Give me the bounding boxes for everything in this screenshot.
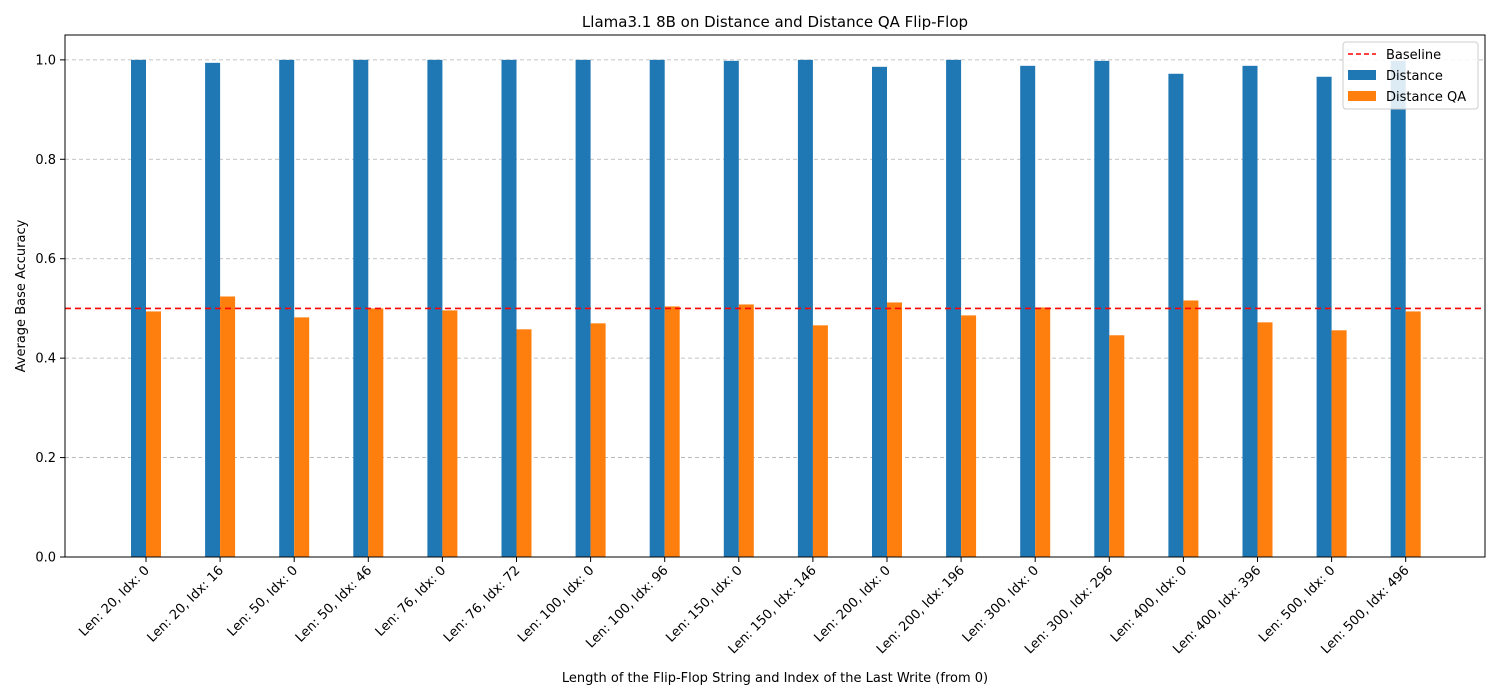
x-tick-label: Len: 300, Idx: 0 xyxy=(960,563,1042,645)
bar-distance-qa xyxy=(1109,335,1125,557)
bar-distance xyxy=(1094,60,1110,557)
bar-distance-qa xyxy=(442,310,458,557)
legend-distance-qa-label: Distance QA xyxy=(1386,90,1466,105)
x-tick-label: Len: 50, Idx: 0 xyxy=(225,563,301,639)
x-axis-label: Length of the Flip-Flop String and Index… xyxy=(562,671,988,686)
bar-distance-qa xyxy=(812,325,828,557)
bar-distance-qa xyxy=(1035,307,1051,557)
y-tick-label: 0.4 xyxy=(35,352,56,367)
bar-distance xyxy=(946,59,962,557)
x-tick-label: Len: 100, Idx: 96 xyxy=(583,563,671,651)
legend-distance-qa-swatch xyxy=(1348,91,1376,101)
bar-distance xyxy=(1242,65,1258,557)
bar-distance xyxy=(1020,65,1036,557)
bar-distance-qa xyxy=(1405,311,1421,557)
x-tick-label: Len: 400, Idx: 0 xyxy=(1108,563,1190,645)
y-tick-label: 0.6 xyxy=(35,252,56,267)
legend: Baseline Distance Distance QA xyxy=(1342,41,1479,110)
x-tick-label: Len: 150, Idx: 0 xyxy=(663,563,745,645)
bar-distance-qa xyxy=(590,323,606,557)
y-tick-label: 1.0 xyxy=(35,53,56,68)
y-tick-label: 0.0 xyxy=(35,551,56,566)
bar-distance-qa xyxy=(961,315,977,557)
x-tick-label: Len: 20, Idx: 16 xyxy=(145,563,227,645)
bar-distance xyxy=(872,66,887,558)
series-distance-qa-bars xyxy=(146,296,1421,557)
y-axis-ticks: 0.0 0.2 0.4 0.6 0.8 1.0 xyxy=(35,53,65,566)
y-tick-label: 0.8 xyxy=(35,153,56,168)
x-tick-label: Len: 500, Idx: 0 xyxy=(1256,563,1338,645)
bar-distance-qa xyxy=(1331,330,1347,557)
bar-distance xyxy=(575,59,591,557)
bar-distance xyxy=(1168,73,1184,557)
bar-distance-qa xyxy=(368,308,384,557)
bar-distance-qa xyxy=(294,317,310,557)
legend-distance-label: Distance xyxy=(1386,69,1443,84)
bar-distance-qa xyxy=(1183,300,1199,557)
bar-distance-qa xyxy=(516,329,532,557)
x-tick-label: Len: 100, Idx: 0 xyxy=(515,563,597,645)
plot-frame xyxy=(64,34,1486,558)
legend-baseline-label: Baseline xyxy=(1386,48,1441,63)
bar-distance xyxy=(1316,76,1332,557)
x-tick-label: Len: 76, Idx: 0 xyxy=(373,563,449,639)
bar-distance xyxy=(205,62,221,558)
y-axis-label: Average Base Accuracy xyxy=(14,219,29,372)
bar-distance-qa xyxy=(738,304,754,557)
x-tick-label: Len: 200, Idx: 0 xyxy=(812,563,894,645)
legend-distance-swatch xyxy=(1348,70,1376,80)
bar-distance-qa xyxy=(887,302,902,557)
x-tick-label: Len: 76, Idx: 72 xyxy=(441,563,523,645)
x-tick-label: Len: 20, Idx: 0 xyxy=(76,563,152,639)
bar-distance-qa xyxy=(146,311,161,557)
chart-title: Llama3.1 8B on Distance and Distance QA … xyxy=(582,13,968,31)
bar-distance xyxy=(427,59,443,557)
y-tick-label: 0.2 xyxy=(35,451,56,466)
legend-box xyxy=(1342,41,1479,110)
bar-distance xyxy=(723,60,739,557)
x-tick-label: Len: 50, Idx: 46 xyxy=(293,563,375,645)
bar-distance-qa xyxy=(1257,322,1273,557)
bar-distance-qa xyxy=(664,306,680,557)
bar-distance-qa xyxy=(220,296,236,557)
